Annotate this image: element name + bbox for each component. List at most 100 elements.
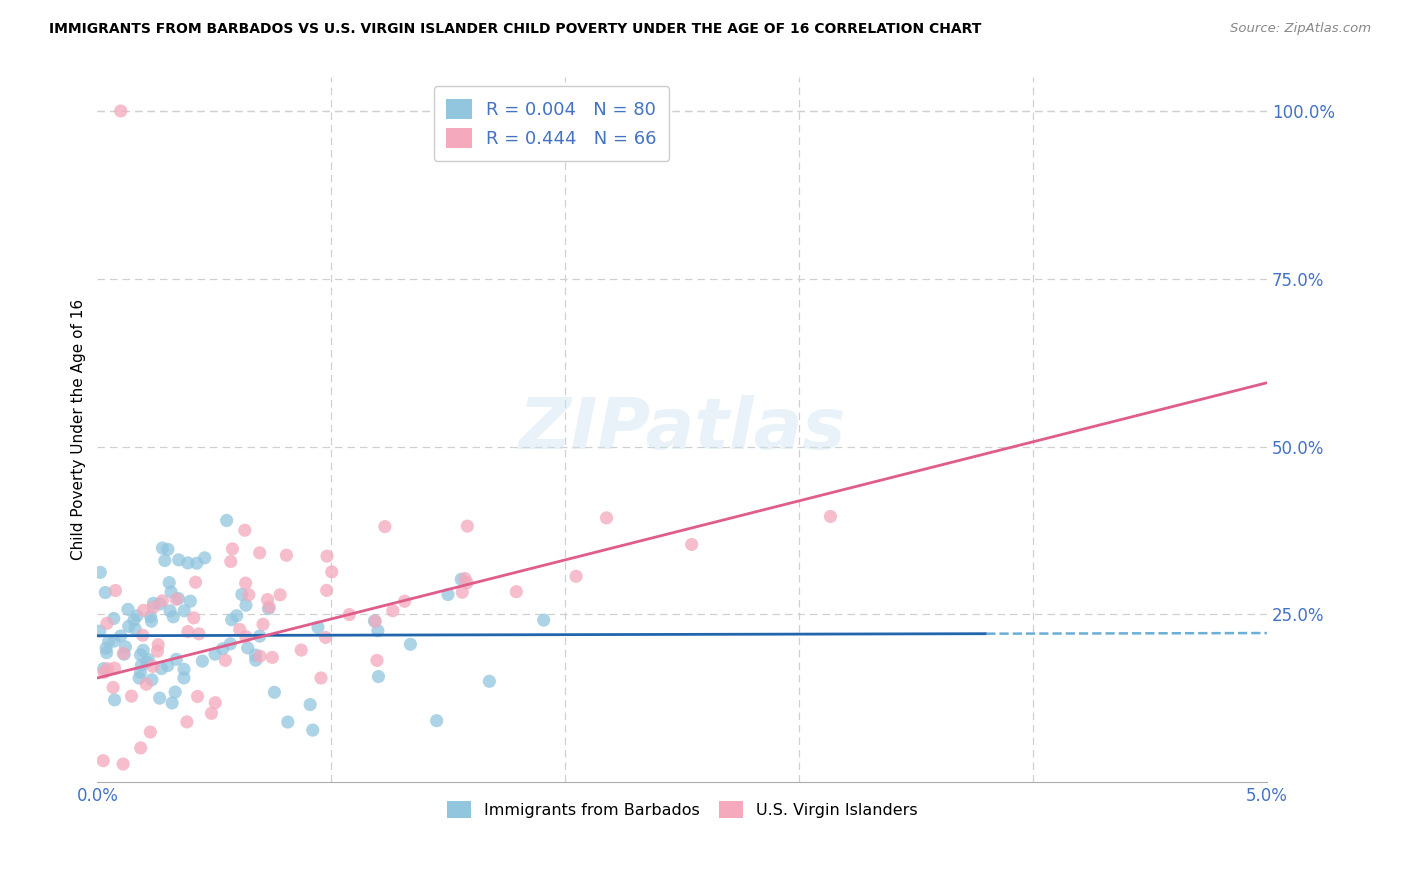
Point (221, 613, 243, 627)
Point (309, 671, 332, 685)
Point (177, 556, 200, 570)
Point (101, 681, 124, 695)
Point (381, 604, 404, 618)
Point (120, 689, 142, 703)
Point (263, 685, 285, 699)
Point (252, 617, 274, 632)
Point (173, 662, 195, 676)
Point (139, 725, 162, 739)
Point (104, 583, 127, 598)
Point (93, 662, 115, 676)
Point (112, 647, 135, 661)
Point (167, 553, 190, 567)
Point (179, 594, 201, 608)
Point (103, 611, 125, 625)
Point (235, 576, 257, 591)
Point (277, 714, 299, 729)
Point (299, 698, 322, 712)
Point (245, 653, 267, 667)
Point (96, 616, 118, 631)
Point (162, 610, 184, 624)
Point (301, 723, 323, 738)
Point (533, 613, 555, 627)
Point (148, 638, 170, 652)
Point (231, 587, 253, 601)
Point (187, 627, 209, 641)
Point (307, 620, 329, 634)
Point (363, 614, 385, 628)
Point (456, 519, 478, 533)
Point (114, 640, 136, 654)
Point (124, 622, 146, 636)
Point (276, 548, 298, 562)
Point (249, 546, 271, 560)
Point (194, 550, 217, 565)
Point (132, 603, 155, 617)
Point (219, 555, 242, 569)
Point (97, 662, 120, 676)
Text: IMMIGRANTS FROM BARBADOS VS U.S. VIRGIN ISLANDER CHILD POVERTY UNDER THE AGE OF : IMMIGRANTS FROM BARBADOS VS U.S. VIRGIN … (49, 22, 981, 37)
Point (290, 643, 312, 657)
Point (142, 596, 165, 610)
Point (167, 591, 190, 606)
Point (219, 637, 242, 651)
Point (249, 629, 271, 643)
Point (173, 604, 195, 618)
Point (136, 652, 159, 666)
Point (165, 592, 187, 607)
Point (186, 556, 208, 570)
Point (142, 659, 165, 673)
Point (200, 706, 222, 721)
Text: ZIPatlas: ZIPatlas (519, 395, 846, 464)
Point (262, 650, 284, 665)
Point (235, 630, 257, 644)
Point (150, 662, 173, 676)
Point (478, 674, 501, 689)
Point (110, 629, 132, 643)
Point (681, 537, 703, 551)
Point (315, 631, 337, 645)
Point (204, 647, 226, 661)
Point (149, 691, 172, 706)
Point (96, 646, 118, 660)
Point (159, 604, 181, 618)
Point (128, 671, 150, 685)
Point (367, 669, 389, 683)
Point (228, 623, 250, 637)
Point (183, 611, 205, 625)
Point (211, 641, 233, 656)
Point (157, 575, 180, 590)
Point (146, 644, 169, 658)
Point (129, 740, 152, 755)
Point (186, 690, 208, 704)
Legend: Immigrants from Barbados, U.S. Virgin Islanders: Immigrants from Barbados, U.S. Virgin Is… (440, 795, 924, 825)
Point (177, 624, 200, 639)
Point (366, 653, 388, 667)
Point (103, 693, 125, 707)
Point (156, 658, 179, 673)
Point (141, 614, 163, 628)
Point (94, 641, 117, 656)
Point (235, 598, 257, 612)
Point (160, 696, 183, 710)
Point (117, 602, 139, 616)
Point (93, 665, 115, 680)
Point (131, 658, 153, 673)
Point (160, 585, 183, 599)
Point (156, 542, 179, 557)
Point (173, 671, 195, 685)
Point (426, 714, 449, 728)
Point (141, 673, 163, 687)
Point (149, 597, 172, 611)
Point (399, 637, 422, 651)
Point (215, 514, 238, 528)
Point (238, 588, 260, 602)
Point (91, 754, 114, 768)
Point (135, 677, 157, 691)
Point (165, 685, 187, 699)
Point (204, 696, 226, 710)
Point (132, 628, 155, 642)
Point (118, 619, 141, 633)
Point (132, 643, 155, 657)
Point (122, 613, 145, 627)
